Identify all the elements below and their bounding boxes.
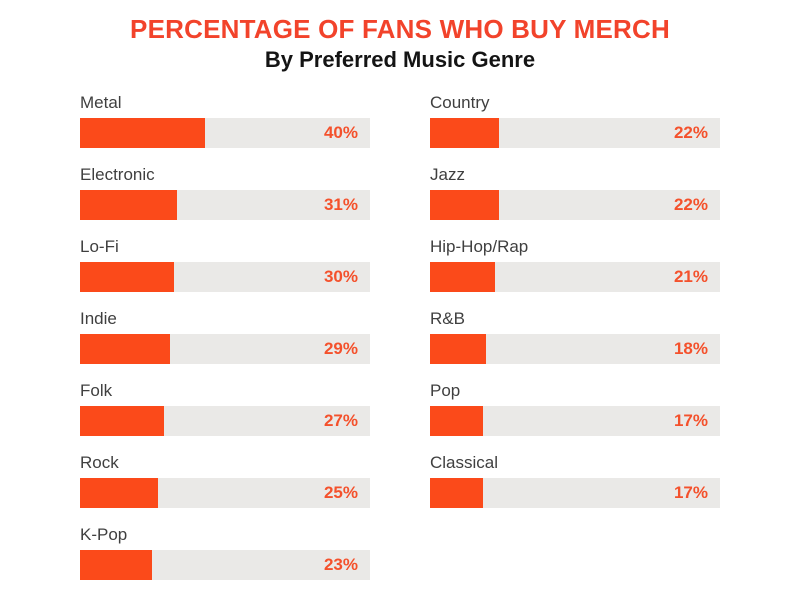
genre-label: Electronic [80,165,155,184]
chart-column-left: Metal 40% Electronic 31% Lo-Fi 30% Indie… [80,93,370,597]
bar-row: Folk 27% [80,381,370,436]
genre-label: Rock [80,453,119,472]
bar-value-label: 22% [673,123,708,142]
genre-label: Pop [430,381,461,400]
bar-row: Lo-Fi 30% [80,237,370,292]
bar-value-label: 27% [323,411,358,430]
bar-value-label: 21% [673,267,708,286]
chart-title: PERCENTAGE OF FANS WHO BUY MERCH [130,14,670,44]
bar-fill [80,190,177,220]
bar-track: 22% [430,190,720,220]
bar-fill [80,118,205,148]
bar-fill [80,406,165,436]
bar-value-label: 23% [323,555,358,574]
bar-fill [80,478,158,508]
bar-row: K-Pop 23% [80,525,370,580]
genre-label: Indie [80,309,117,328]
bar-value-label: 29% [323,339,358,358]
bar-fill [430,262,496,292]
bar-row: Metal 40% [80,93,370,148]
bar-value-label: 17% [673,411,708,430]
bar-row: Jazz 22% [430,165,720,220]
bar-row: Classical 17% [430,453,720,508]
chart-column-right: Country 22% Jazz 22% Hip-Hop/Rap 21% R&B… [430,93,720,597]
bar-track: 23% [80,550,370,580]
bar-track: 18% [430,334,720,364]
bar-track: 17% [430,406,720,436]
bar-value-label: 30% [323,267,358,286]
bar-row: Pop 17% [430,381,720,436]
bar-value-label: 40% [323,123,358,142]
chart-columns: Metal 40% Electronic 31% Lo-Fi 30% Indie… [0,93,800,597]
bar-fill [430,190,499,220]
bar-row: Indie 29% [80,309,370,364]
bar-row: Hip-Hop/Rap 21% [430,237,720,292]
bar-fill [430,478,483,508]
bar-track: 17% [430,478,720,508]
bar-fill [80,334,171,364]
bar-value-label: 31% [323,195,358,214]
genre-label: Folk [80,381,113,400]
bar-track: 22% [430,118,720,148]
chart-subtitle: By Preferred Music Genre [264,47,536,72]
bar-fill [430,334,487,364]
bar-row: R&B 18% [430,309,720,364]
bar-track: 31% [80,190,370,220]
genre-label: R&B [430,309,465,328]
bar-row: Electronic 31% [80,165,370,220]
genre-label: Jazz [430,165,465,184]
genre-label: Hip-Hop/Rap [430,237,529,256]
bar-fill [80,550,152,580]
bar-row: Rock 25% [80,453,370,508]
bar-track: 25% [80,478,370,508]
bar-value-label: 18% [673,339,708,358]
genre-label: Country [430,93,490,112]
genre-label: Classical [430,453,499,472]
bar-track: 40% [80,118,370,148]
bar-fill [430,118,499,148]
bar-track: 30% [80,262,370,292]
bar-fill [430,406,483,436]
bar-track: 21% [430,262,720,292]
genre-label: K-Pop [80,525,128,544]
genre-label: Metal [80,93,122,112]
genre-label: Lo-Fi [80,237,119,256]
bar-track: 29% [80,334,370,364]
bar-fill [80,262,174,292]
bar-value-label: 25% [323,483,358,502]
bar-value-label: 17% [673,483,708,502]
bar-track: 27% [80,406,370,436]
bar-value-label: 22% [673,195,708,214]
bar-row: Country 22% [430,93,720,148]
